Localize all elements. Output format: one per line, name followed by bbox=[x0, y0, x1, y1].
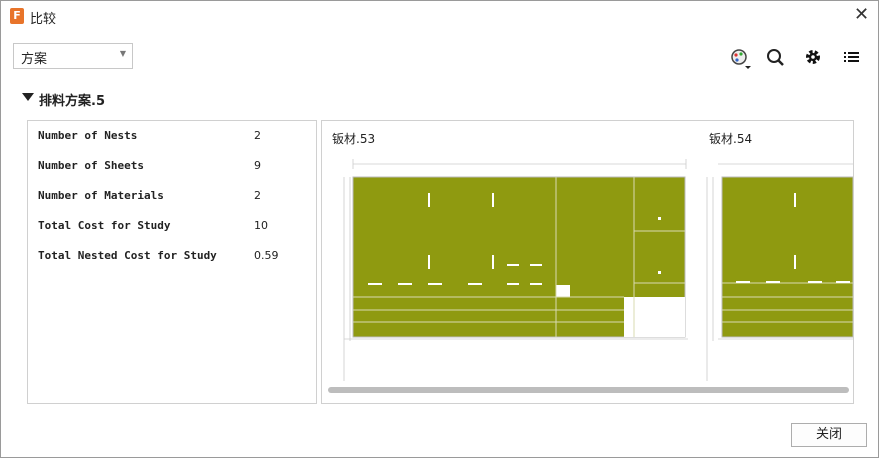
stat-value: 2 bbox=[254, 189, 261, 202]
stat-value: 10 bbox=[254, 219, 268, 232]
sheet-previews bbox=[343, 159, 853, 381]
sheets-panel: 钣材.53 钣材.54 bbox=[321, 120, 854, 404]
zoom-icon[interactable] bbox=[767, 49, 784, 66]
close-button[interactable]: 关闭 bbox=[791, 423, 867, 447]
stat-label: Total Cost for Study bbox=[38, 219, 171, 232]
dropdown[interactable]: 方案 ▼ bbox=[13, 43, 133, 69]
close-x[interactable]: ✕ bbox=[854, 4, 870, 25]
stat-label: Number of Nests bbox=[38, 129, 138, 142]
stat-label: Total Nested Cost for Study bbox=[38, 249, 217, 262]
stat-label: Number of Sheets bbox=[38, 159, 144, 172]
section-title: 排料方案.5 bbox=[39, 94, 105, 109]
stat-value: 0.59 bbox=[254, 249, 279, 262]
sheet-label: 钣材.54 bbox=[709, 132, 753, 146]
toolbar-icons bbox=[731, 49, 859, 69]
stat-label: Number of Materials bbox=[38, 189, 164, 202]
stat-value: 9 bbox=[254, 159, 261, 172]
sheet-53 bbox=[352, 176, 686, 338]
sheet-54 bbox=[721, 176, 853, 338]
list-icon[interactable] bbox=[844, 52, 859, 62]
settings-icon[interactable] bbox=[806, 50, 820, 64]
dropdown-text: 方案 bbox=[21, 52, 48, 67]
sheet-label: 钣材.53 bbox=[332, 132, 376, 146]
app-icon: F bbox=[10, 8, 24, 24]
window-title: 比较 bbox=[30, 12, 57, 27]
stats-panel: Number of Nests 2 Number of Sheets 9 Number … bbox=[27, 120, 317, 404]
dropdown-arrow: ▼ bbox=[119, 49, 126, 58]
scrollbar[interactable] bbox=[328, 387, 849, 393]
stat-value: 2 bbox=[254, 129, 261, 142]
collapse-toggle[interactable] bbox=[22, 93, 34, 101]
appearance-icon[interactable] bbox=[731, 49, 751, 69]
